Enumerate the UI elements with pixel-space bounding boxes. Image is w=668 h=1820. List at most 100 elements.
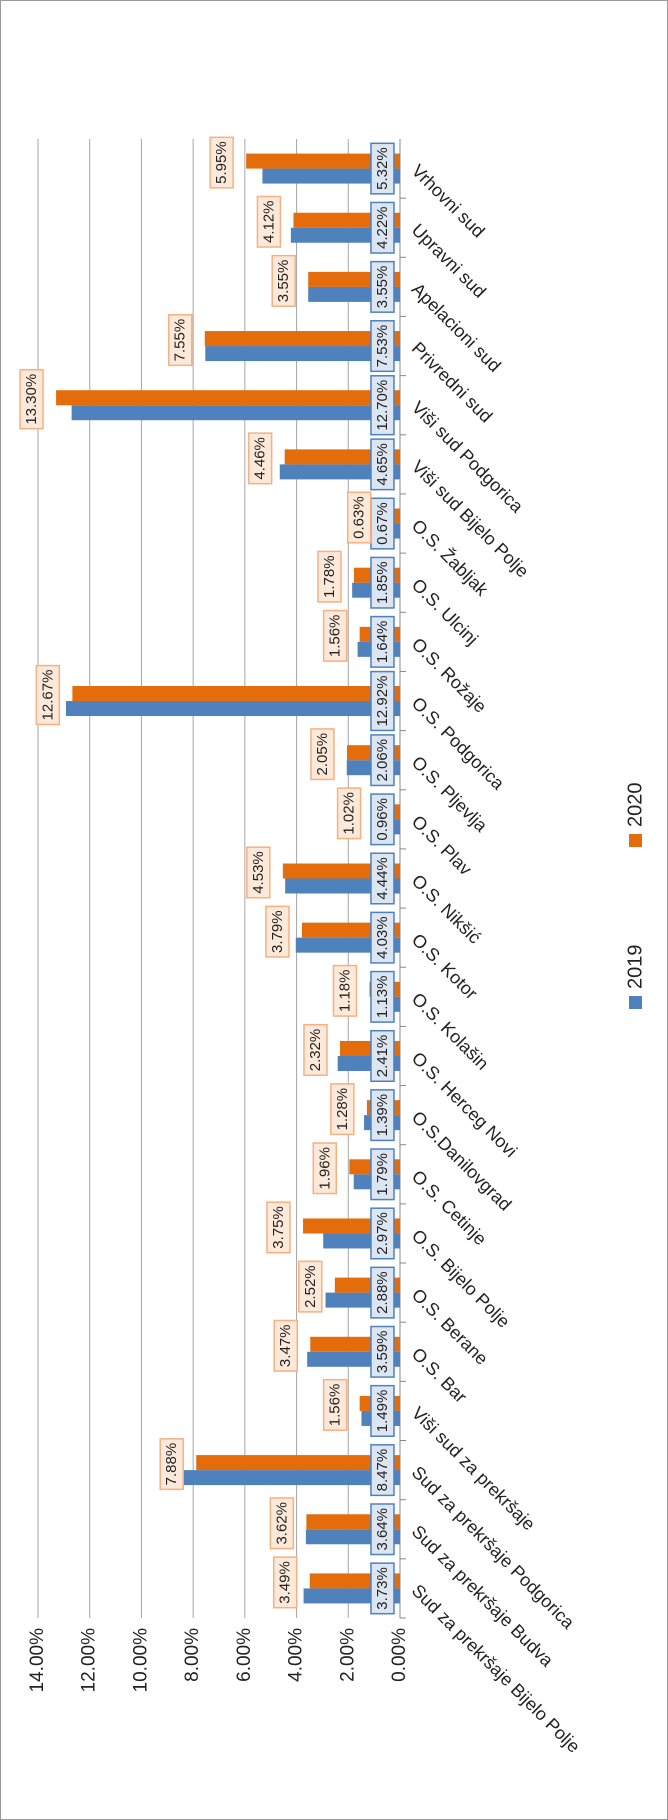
data-label: 8.47% xyxy=(374,1449,391,1492)
data-label: 1.64% xyxy=(374,621,391,664)
data-label: 1.49% xyxy=(374,1390,391,1433)
data-label: 2.32% xyxy=(307,1029,324,1072)
data-label: 4.12% xyxy=(260,200,277,243)
data-label-box xyxy=(332,964,358,1017)
data-label: 3.75% xyxy=(270,1206,287,1249)
data-label: 4.53% xyxy=(250,851,267,894)
legend-swatch xyxy=(629,834,642,847)
data-label-box xyxy=(370,1562,395,1615)
data-label-box xyxy=(370,1266,395,1319)
bar xyxy=(71,405,400,421)
data-label-box xyxy=(370,1444,395,1497)
data-label: 3.47% xyxy=(277,1325,294,1368)
data-label: 3.49% xyxy=(277,1561,294,1604)
data-label: 3.73% xyxy=(374,1567,391,1610)
data-label: 7.53% xyxy=(374,325,391,368)
data-label-box xyxy=(246,846,271,899)
data-label: 7.55% xyxy=(172,319,189,362)
data-label-box xyxy=(322,609,348,662)
bar xyxy=(262,168,400,184)
data-label-box xyxy=(370,734,395,787)
data-label-box xyxy=(370,793,395,846)
data-label-box xyxy=(370,438,395,491)
bar xyxy=(205,346,400,362)
data-label: 2.52% xyxy=(302,1265,319,1308)
data-label-box xyxy=(370,615,395,668)
data-label-box xyxy=(370,911,395,964)
bar xyxy=(279,464,400,480)
data-label-box xyxy=(370,375,395,436)
data-label: 12.92% xyxy=(374,676,391,727)
data-label-box xyxy=(370,260,395,313)
data-label-box xyxy=(330,1083,355,1136)
y-tick-label: 14.00% xyxy=(27,1628,48,1693)
data-label: 4.03% xyxy=(374,916,391,959)
data-label: 1.56% xyxy=(327,1384,344,1427)
data-label-box xyxy=(312,1142,338,1195)
data-label-box xyxy=(19,369,44,430)
data-label-box xyxy=(167,314,193,367)
data-label: 2.41% xyxy=(374,1035,391,1078)
data-label-box xyxy=(310,728,335,781)
y-tick-label: 0.00% xyxy=(389,1628,410,1682)
data-label: 13.30% xyxy=(23,374,40,425)
data-label: 4.44% xyxy=(374,857,391,900)
data-label: 2.05% xyxy=(314,733,331,776)
data-label-box xyxy=(336,787,362,840)
data-label: 3.55% xyxy=(275,260,292,303)
data-label-box xyxy=(370,1207,395,1260)
y-tick-label: 8.00% xyxy=(182,1628,203,1682)
data-label-box xyxy=(370,201,395,254)
data-label: 5.95% xyxy=(213,141,230,184)
data-label: 1.56% xyxy=(327,615,344,658)
data-label: 1.02% xyxy=(341,792,358,835)
bar xyxy=(72,686,400,702)
data-label-box xyxy=(370,556,395,609)
bar xyxy=(196,1455,400,1471)
legend-label: 2020 xyxy=(624,783,646,828)
data-label-box xyxy=(209,136,234,189)
bar xyxy=(246,153,400,169)
data-label: 5.32% xyxy=(374,147,391,190)
data-label: 3.79% xyxy=(269,910,286,953)
data-label-box xyxy=(370,1029,395,1083)
data-label-box xyxy=(256,195,282,248)
data-label-box xyxy=(370,1503,395,1556)
data-label-box xyxy=(272,1556,298,1609)
data-label: 1.13% xyxy=(374,976,391,1019)
data-label-box xyxy=(298,1260,323,1313)
data-label: 3.55% xyxy=(374,266,391,309)
data-label: 1.96% xyxy=(316,1147,333,1190)
data-label-box xyxy=(370,1148,395,1201)
data-label-box xyxy=(346,491,372,544)
legend-swatch xyxy=(629,996,642,1009)
data-label: 1.78% xyxy=(321,555,338,598)
data-label: 4.22% xyxy=(374,206,391,249)
data-label: 3.62% xyxy=(273,1502,290,1545)
data-label-box xyxy=(269,1497,295,1550)
data-label: 1.39% xyxy=(374,1094,391,1137)
bar xyxy=(204,331,400,347)
data-label-box xyxy=(159,1438,184,1491)
data-label: 1.79% xyxy=(374,1153,391,1196)
data-label-box xyxy=(370,670,395,732)
data-label-box xyxy=(303,1023,328,1077)
data-label: 1.85% xyxy=(374,561,391,604)
data-label: 4.46% xyxy=(252,437,269,480)
data-label-box xyxy=(370,1325,395,1378)
bar xyxy=(56,390,400,406)
data-label-box xyxy=(370,142,395,195)
data-label: 0.67% xyxy=(374,502,391,545)
data-label: 0.63% xyxy=(351,496,368,539)
data-label-box xyxy=(317,550,342,603)
data-label-box xyxy=(247,432,273,485)
data-label-box xyxy=(35,664,61,726)
data-label: 2.06% xyxy=(374,739,391,782)
data-label: 12.70% xyxy=(374,380,391,431)
data-label: 1.28% xyxy=(334,1088,351,1131)
data-label-box xyxy=(370,1089,395,1142)
y-tick-label: 6.00% xyxy=(234,1628,255,1682)
data-label-box xyxy=(322,1378,348,1431)
data-label: 12.67% xyxy=(39,670,56,721)
